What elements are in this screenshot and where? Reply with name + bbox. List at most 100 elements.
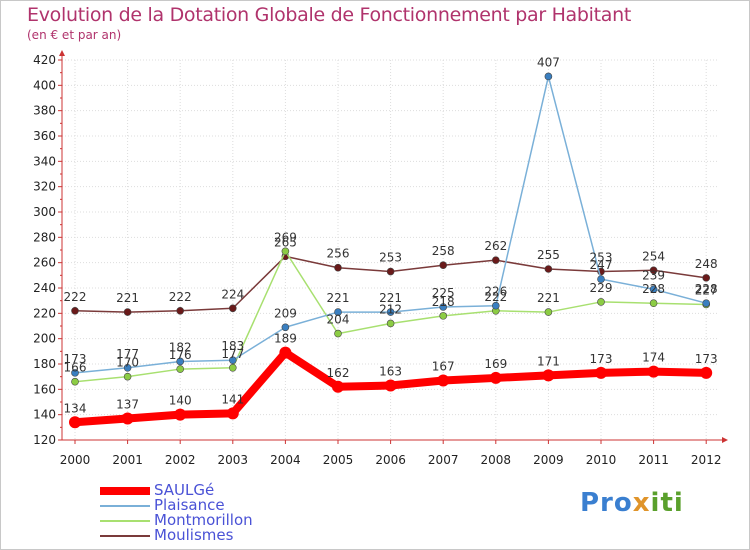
x-tick-label: 2005	[323, 453, 354, 467]
data-point	[332, 380, 344, 393]
legend-item: Montmorillon	[100, 511, 360, 530]
data-point	[71, 306, 79, 315]
data-point	[386, 267, 395, 276]
x-tick-label: 2007	[428, 453, 459, 467]
data-point	[229, 304, 237, 313]
data-point	[281, 323, 290, 332]
chart-title: Evolution de la Dotation Globale de Fonc…	[27, 4, 632, 26]
x-axis-arrow	[722, 437, 728, 443]
data-point	[69, 416, 81, 429]
data-point	[544, 308, 553, 316]
y-tick-label: 380	[33, 104, 56, 118]
data-label: 141	[221, 392, 244, 406]
data-point	[334, 329, 342, 338]
data-label: 169	[484, 357, 507, 371]
data-point	[647, 365, 660, 378]
x-tick-label: 2010	[586, 453, 617, 467]
data-point	[123, 363, 132, 372]
data-label: 177	[221, 347, 244, 361]
legend-item: Moulismes	[100, 526, 360, 545]
data-label: 269	[274, 230, 297, 244]
data-point	[176, 365, 184, 373]
data-label: 265	[274, 235, 297, 249]
data-point	[597, 275, 605, 283]
data-point	[281, 247, 290, 256]
legend-swatch	[100, 520, 150, 522]
x-tick-label: 2004	[270, 453, 301, 467]
data-point	[386, 308, 395, 316]
data-label: 222	[169, 290, 192, 304]
y-tick-label: 160	[33, 382, 56, 396]
data-point	[649, 285, 658, 294]
data-label: 218	[432, 295, 455, 309]
data-point	[439, 261, 448, 270]
data-label: 226	[484, 285, 507, 299]
data-label: 212	[379, 302, 402, 316]
y-tick-label: 200	[33, 332, 56, 346]
legend-label: Montmorillon	[154, 511, 253, 529]
y-tick-label: 220	[33, 306, 56, 320]
data-label: 166	[64, 361, 87, 375]
data-label: 224	[221, 287, 244, 301]
data-label: 262	[484, 239, 507, 253]
data-point	[176, 357, 184, 366]
data-label: 255	[537, 248, 560, 262]
legend-swatch	[100, 535, 150, 537]
data-label: 173	[695, 352, 718, 366]
y-tick-label: 320	[33, 180, 56, 194]
y-tick-label: 140	[33, 408, 56, 422]
data-point	[597, 298, 605, 306]
legend-swatch	[100, 505, 150, 507]
data-point	[439, 303, 448, 311]
x-tick-label: 2002	[165, 453, 196, 467]
data-label: 134	[64, 401, 87, 415]
data-label: 258	[432, 244, 455, 258]
data-point	[544, 265, 553, 273]
y-tick-label: 180	[33, 357, 56, 371]
data-label: 174	[642, 351, 665, 365]
data-label: 228	[642, 282, 665, 296]
data-label: 222	[64, 290, 87, 304]
data-label: 221	[116, 291, 139, 305]
legend-item: Plaisance	[100, 496, 360, 515]
legend-label: Moulismes	[154, 526, 234, 544]
data-label: 227	[695, 283, 718, 297]
data-point	[386, 319, 395, 328]
data-point	[649, 299, 658, 308]
data-point	[437, 374, 450, 387]
x-tick-label: 2008	[481, 453, 512, 467]
data-label: 253	[379, 251, 402, 265]
legend-item: SAULGé	[100, 481, 360, 500]
y-tick-label: 400	[33, 78, 56, 92]
data-label: 140	[169, 394, 192, 408]
data-label: 407	[537, 55, 560, 69]
data-label: 167	[432, 359, 455, 373]
data-point	[229, 363, 237, 372]
x-tick-label: 2001	[112, 453, 143, 467]
data-point	[384, 379, 397, 392]
data-point	[174, 408, 187, 421]
data-label: 171	[537, 354, 560, 368]
data-point	[121, 412, 134, 425]
y-tick-label: 300	[33, 205, 56, 219]
legend-label: Plaisance	[154, 496, 225, 514]
data-point	[649, 266, 658, 275]
data-label: 221	[327, 291, 350, 305]
data-point	[71, 377, 79, 386]
data-point	[702, 299, 711, 308]
y-tick-label: 360	[33, 129, 56, 143]
proxiti-logo: Proxiti	[580, 488, 684, 518]
data-point	[544, 72, 553, 81]
data-point	[439, 312, 448, 320]
legend-swatch	[100, 487, 150, 495]
data-label: 182	[169, 340, 192, 354]
data-point	[176, 306, 184, 315]
data-label: 173	[64, 352, 87, 366]
data-label: 253	[590, 251, 613, 265]
data-point	[334, 263, 342, 272]
data-label: 177	[116, 347, 139, 361]
data-label: 239	[642, 268, 665, 282]
y-tick-label: 280	[33, 230, 56, 244]
data-point	[334, 308, 342, 316]
data-point	[700, 366, 713, 379]
